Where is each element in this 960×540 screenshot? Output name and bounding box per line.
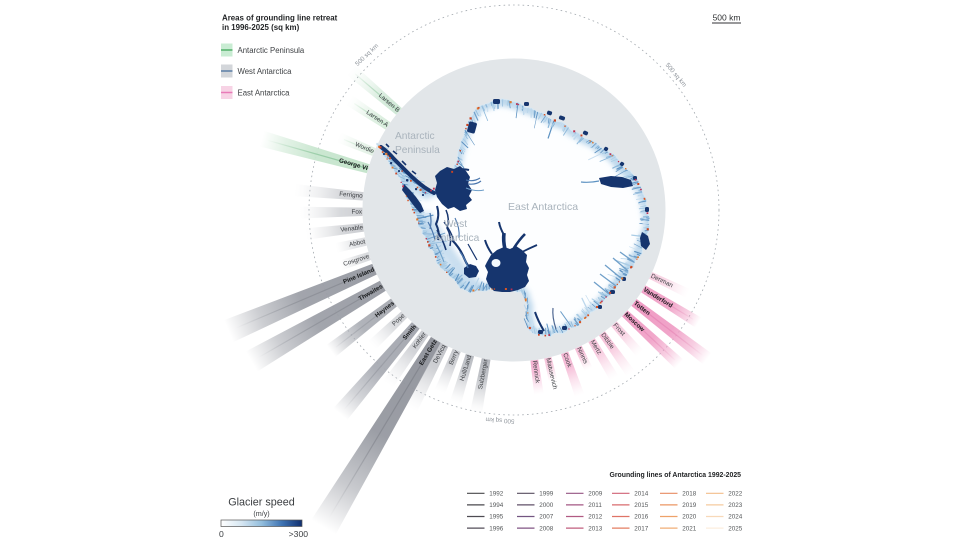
svg-text:Ferrigno: Ferrigno [339,191,363,200]
svg-text:2019: 2019 [682,502,697,509]
svg-text:2025: 2025 [728,525,743,532]
svg-text:2000: 2000 [539,502,554,509]
svg-text:1996: 1996 [489,525,504,532]
svg-text:2009: 2009 [588,491,603,498]
svg-text:Antarctic Peninsula: Antarctic Peninsula [238,46,305,55]
svg-text:2020: 2020 [682,514,697,521]
svg-text:500 km: 500 km [713,13,741,23]
svg-text:>300: >300 [289,529,309,539]
svg-text:West: West [444,219,467,230]
svg-text:2021: 2021 [682,525,697,532]
svg-text:Rennick: Rennick [531,360,541,384]
svg-text:1995: 1995 [489,514,504,521]
svg-text:1999: 1999 [539,491,554,498]
svg-text:West Antarctica: West Antarctica [238,67,293,76]
svg-text:Fox: Fox [351,209,362,216]
svg-text:2013: 2013 [588,525,603,532]
svg-text:Peninsula: Peninsula [395,145,440,156]
svg-text:2024: 2024 [728,514,743,521]
svg-text:1992: 1992 [489,491,504,498]
svg-text:0: 0 [219,529,224,539]
svg-text:Abbot: Abbot [348,238,366,248]
svg-text:2012: 2012 [588,514,603,521]
svg-text:Cook: Cook [561,352,573,369]
svg-text:East Antarctica: East Antarctica [238,88,291,97]
svg-text:Venable: Venable [340,224,364,234]
svg-text:2023: 2023 [728,502,743,509]
svg-text:2017: 2017 [634,525,649,532]
svg-text:2015: 2015 [634,502,649,509]
svg-text:Antarctic: Antarctic [395,131,435,142]
svg-text:2011: 2011 [588,502,602,509]
svg-text:2014: 2014 [634,491,649,498]
svg-text:Areas of grounding line retrea: Areas of grounding line retreat [222,14,338,23]
svg-text:(m/y): (m/y) [253,509,269,518]
svg-text:1994: 1994 [489,502,504,509]
svg-text:in 1996-2025 (sq km): in 1996-2025 (sq km) [222,23,300,32]
svg-text:2008: 2008 [539,525,554,532]
svg-text:2018: 2018 [682,491,697,498]
svg-text:Grounding lines of Antarctica: Grounding lines of Antarctica 1992-2025 [610,472,742,479]
svg-text:Glacier speed: Glacier speed [228,497,295,509]
svg-text:2016: 2016 [634,514,649,521]
svg-text:2007: 2007 [539,514,554,521]
svg-text:2022: 2022 [728,491,743,498]
svg-text:Antarctica: Antarctica [434,233,480,244]
svg-text:East Antarctica: East Antarctica [508,201,578,213]
svg-text:500 sq km: 500 sq km [485,416,514,425]
